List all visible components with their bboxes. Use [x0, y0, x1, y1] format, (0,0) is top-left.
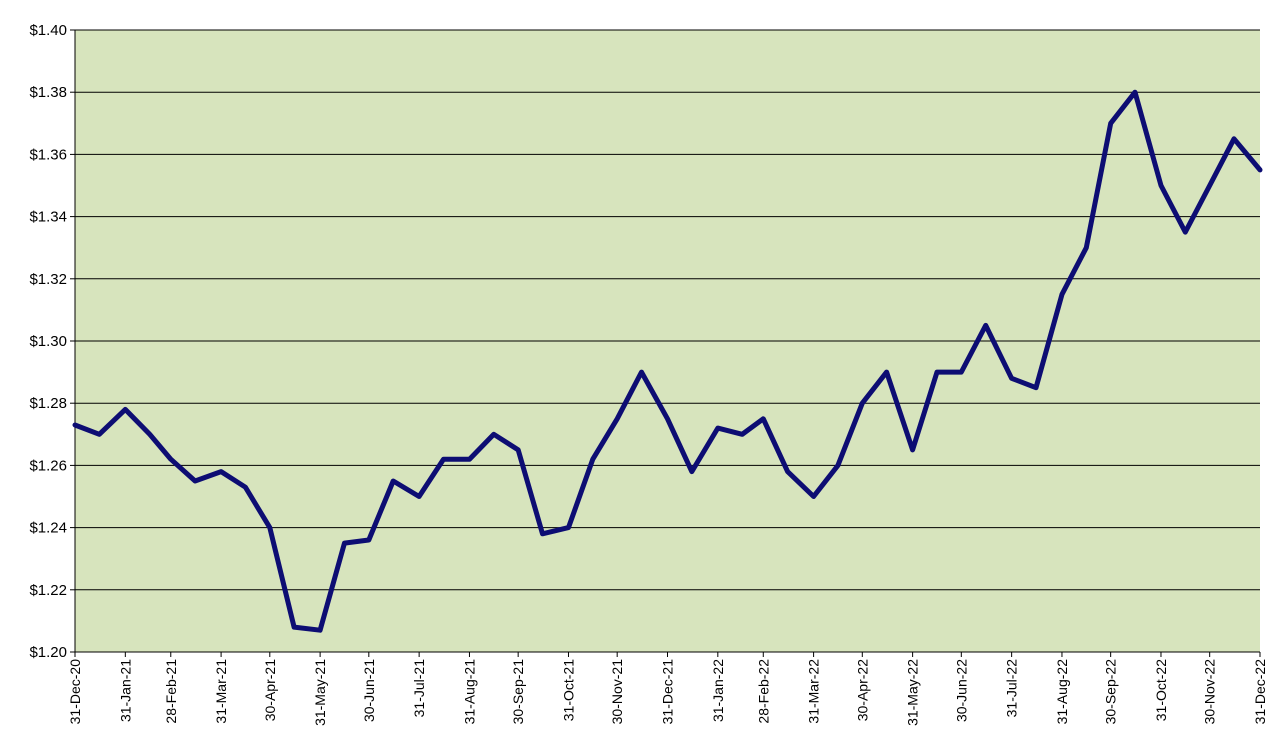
- x-tick-label: 31-Aug-22: [1054, 659, 1070, 725]
- y-tick-label: $1.40: [29, 22, 67, 39]
- x-tick-label: 30-Nov-21: [609, 659, 625, 725]
- x-tick-label: 31-Jan-22: [710, 659, 726, 722]
- x-tick-label: 30-Apr-21: [262, 659, 278, 721]
- x-tick-label: 28-Feb-22: [755, 659, 771, 724]
- x-tick-label: 30-Nov-22: [1202, 659, 1218, 725]
- x-tick-label: 31-May-21: [312, 659, 328, 726]
- x-tick-label: 31-May-22: [905, 659, 921, 726]
- x-tick-label: 31-Jul-21: [411, 659, 427, 718]
- x-axis-tick-labels: 31-Dec-20 31-Jan-21 28-Feb-21 31-Mar-21 30-A…: [67, 652, 1268, 726]
- series-line: [72, 89, 1263, 633]
- y-axis-tick-labels: $1.20 $1.22 $1.24 $1.26 $1.28 $1.30 $1.32 $1.34…: [29, 22, 75, 661]
- x-tick-label: 30-Sep-22: [1103, 659, 1119, 725]
- x-tick-label: 31-Aug-21: [461, 659, 477, 725]
- y-tick-label: $1.34: [29, 209, 67, 226]
- x-tick-label: 31-Oct-22: [1153, 659, 1169, 721]
- x-tick-label: 31-Dec-22: [1252, 659, 1268, 725]
- y-tick-label: $1.36: [29, 146, 67, 163]
- y-tick-label: $1.30: [29, 333, 67, 350]
- x-tick-label: 30-Apr-22: [854, 659, 870, 721]
- x-tick-label: 30-Jun-21: [361, 659, 377, 722]
- x-tick-label: 31-Jul-22: [1004, 659, 1020, 718]
- x-tick-label: 31-Oct-21: [560, 659, 576, 721]
- x-tick-label: 31-Mar-21: [213, 659, 229, 724]
- x-tick-label: 28-Feb-21: [163, 659, 179, 724]
- gridlines: [75, 29, 1260, 653]
- y-tick-label: $1.22: [29, 582, 67, 599]
- y-tick-label: $1.26: [29, 457, 67, 474]
- y-tick-label: $1.20: [29, 644, 67, 661]
- x-tick-label: 31-Dec-20: [67, 659, 83, 725]
- x-tick-label: 30-Sep-21: [510, 659, 526, 725]
- y-tick-label: $1.38: [29, 84, 67, 101]
- x-tick-label: 31-Jan-21: [117, 659, 133, 722]
- y-tick-label: $1.28: [29, 395, 67, 412]
- y-tick-label: $1.32: [29, 271, 67, 288]
- x-tick-label: 30-Jun-22: [953, 659, 969, 722]
- x-tick-label: 31-Mar-22: [806, 659, 822, 724]
- y-tick-label: $1.24: [29, 520, 67, 537]
- x-tick-label: 31-Dec-21: [660, 659, 676, 725]
